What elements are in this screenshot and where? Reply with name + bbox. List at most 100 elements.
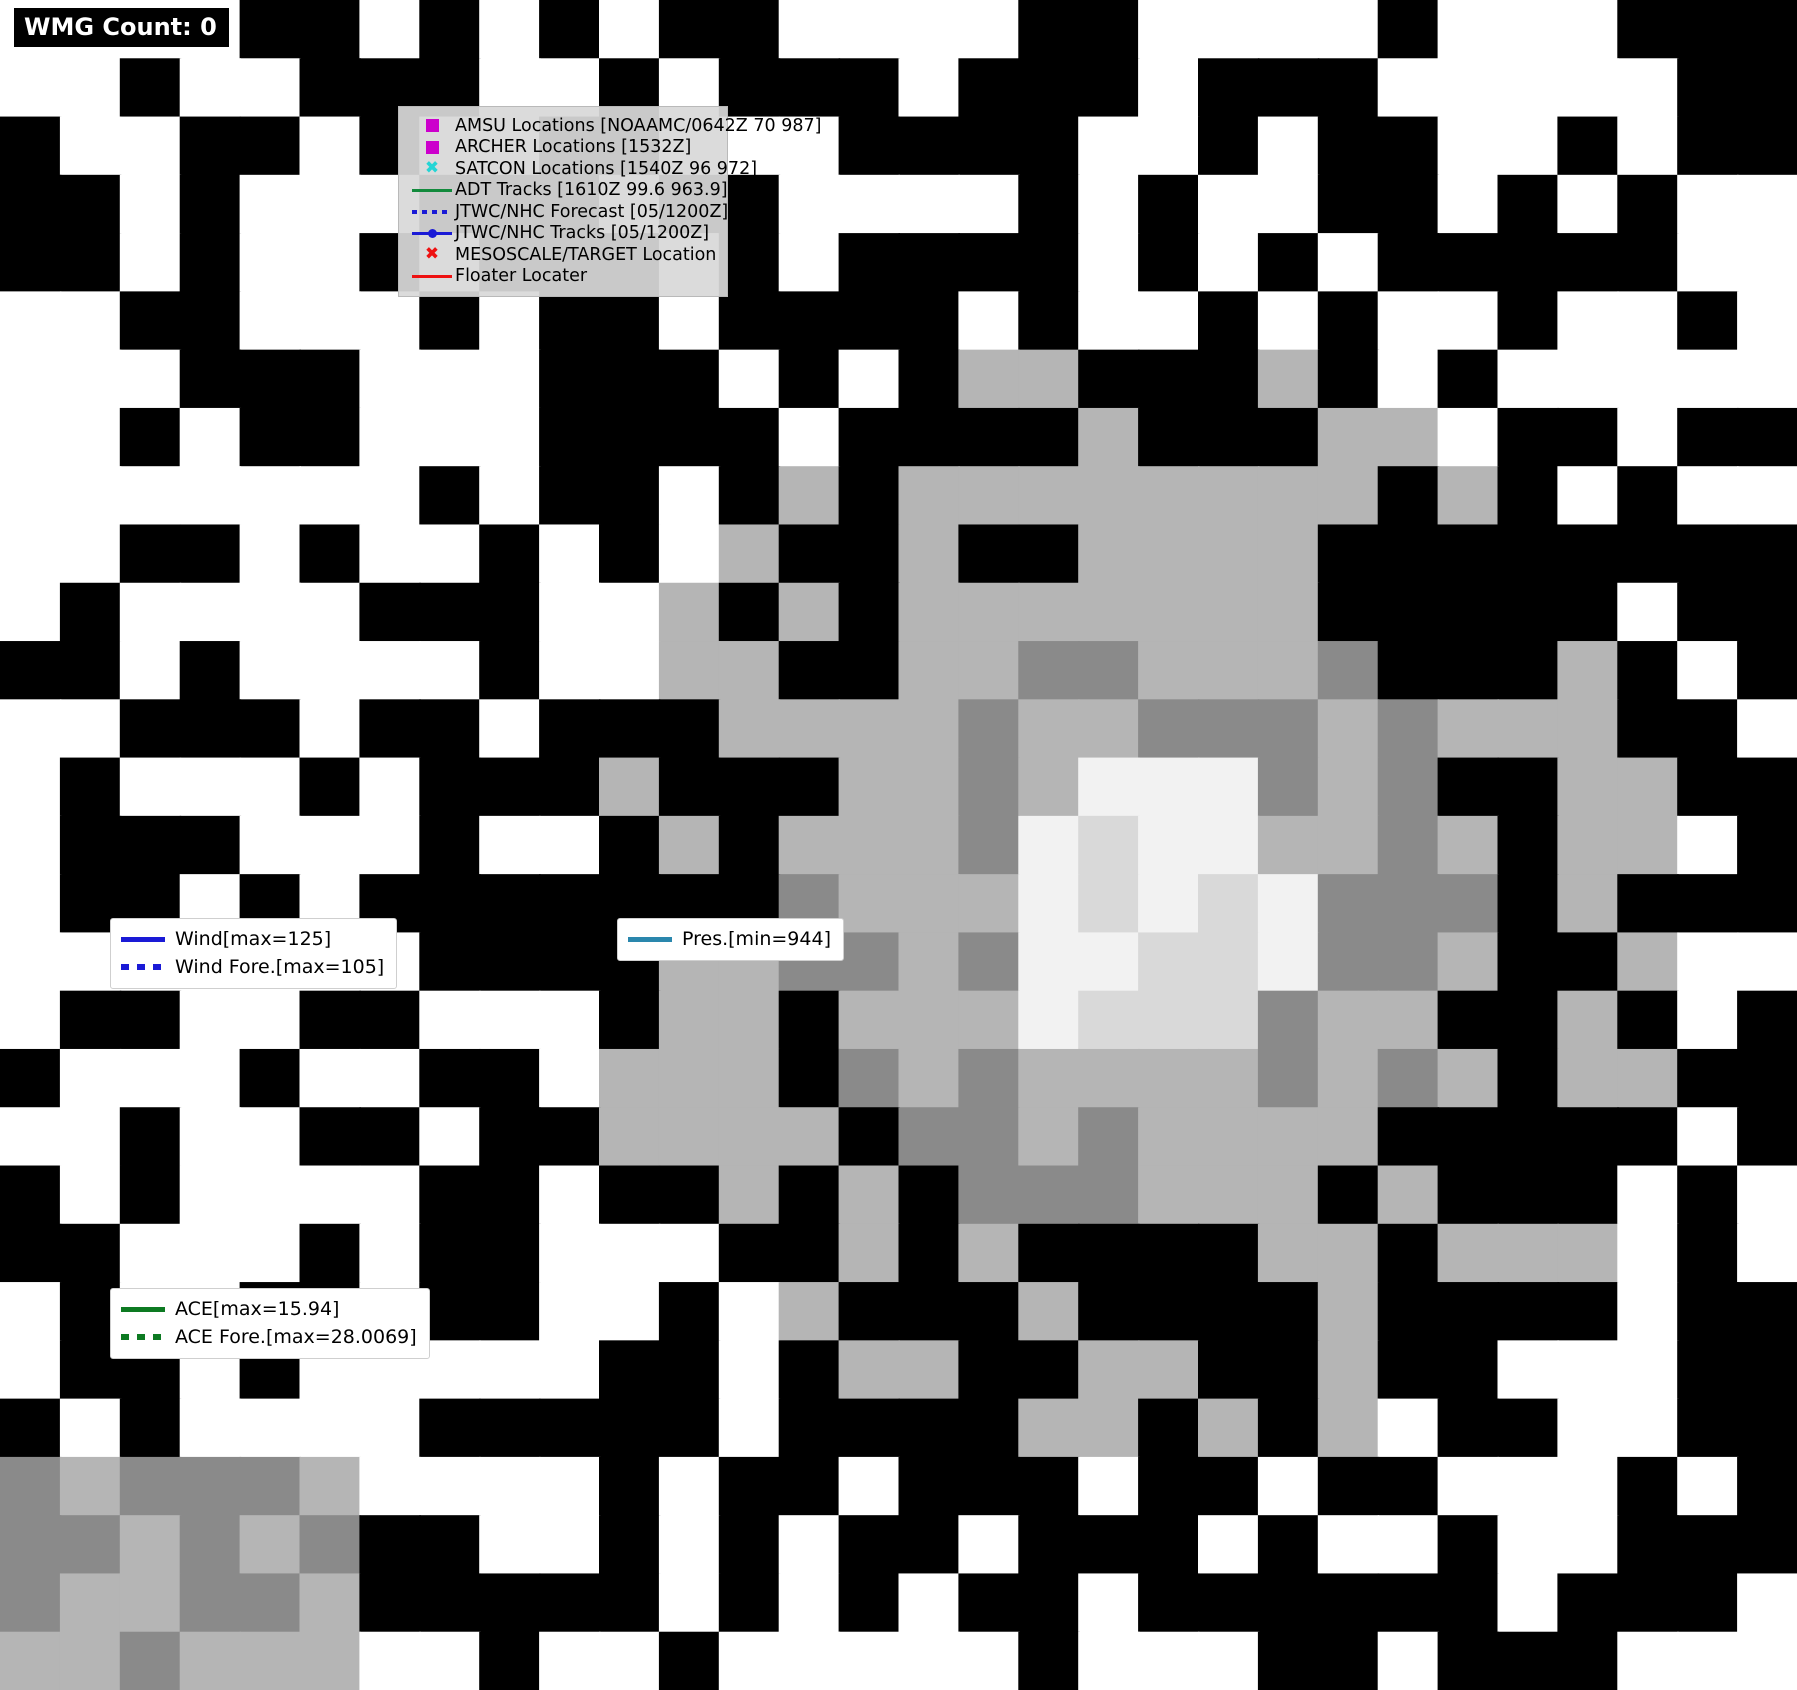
wmg-cell — [778, 1107, 841, 1167]
wmg-cell — [1677, 1515, 1739, 1575]
wmg-cell — [1677, 932, 1739, 993]
wmg-cell — [1497, 291, 1559, 352]
wmg-cell — [898, 1107, 960, 1167]
wmg-cell — [1257, 466, 1320, 526]
wmg-cell — [1198, 874, 1260, 934]
legend-item-adt[interactable]: ADT Tracks [1610Z 99.6 963.9] — [409, 180, 728, 202]
wmg-cell — [59, 582, 122, 643]
wmg-cell — [1018, 1282, 1080, 1342]
wmg-cell — [898, 407, 960, 468]
wmg-cell — [539, 1456, 601, 1517]
legend-item-pressure[interactable]: Pres.[min=944] — [628, 925, 831, 953]
wmg-cell — [1377, 582, 1440, 643]
ace-legend[interactable]: ACE[max=15.94] ACE Fore.[max=28.0069] — [110, 1288, 430, 1359]
wmg-cell — [1437, 932, 1499, 993]
wmg-cell — [0, 874, 62, 934]
wmg-cell — [1737, 641, 1797, 701]
wmg-cell — [718, 1107, 781, 1167]
legend-item-amsu[interactable]: AMSU Locations [NOAAMC/0642Z 70 987] — [409, 115, 821, 137]
wmg-cell — [179, 1631, 242, 1690]
wmg-cell — [359, 407, 421, 468]
wmg-cell — [1138, 815, 1200, 876]
legend-item-ace[interactable]: ACE[max=15.94] — [121, 1295, 417, 1323]
wmg-cell — [658, 641, 721, 701]
ir-legend[interactable]: AMSU Locations [NOAAMC/0642Z 70 987] ARC… — [398, 106, 821, 297]
wmg-cell — [1737, 1398, 1797, 1459]
wmg-cell — [299, 1048, 361, 1109]
wmg-cell — [1557, 1573, 1619, 1634]
wmg-cell — [1557, 0, 1619, 60]
wmg-cell — [239, 582, 301, 643]
legend-item-archer[interactable]: ARCHER Locations [1532Z] — [409, 137, 717, 159]
legend-item-wind[interactable]: Wind[max=125] — [121, 925, 384, 953]
wmg-cell — [1018, 932, 1080, 993]
wmg-cell — [838, 874, 900, 934]
wmg-cell — [1677, 1456, 1739, 1517]
wmg-cell — [539, 466, 601, 526]
wmg-cell — [778, 1573, 841, 1634]
wmg-cell — [179, 116, 242, 177]
wmg-cell — [838, 466, 900, 526]
wmg-count-badge: WMG Count: 0 — [14, 8, 229, 47]
wmg-cell — [419, 757, 481, 818]
wmg-cell — [1377, 233, 1440, 293]
wmg-cell — [599, 699, 661, 760]
wmg-cell — [1198, 757, 1260, 818]
legend-item-jtwc-tracks[interactable]: JTWC/NHC Tracks [05/1200Z] — [409, 223, 717, 245]
wmg-cell — [1198, 1456, 1260, 1517]
wmg-cell — [419, 1165, 481, 1226]
wmg-cell — [479, 407, 541, 468]
wmg-cell — [1078, 0, 1140, 60]
wmg-cell — [1617, 233, 1679, 293]
wmg-cell — [539, 1573, 601, 1634]
wmg-cell — [239, 291, 301, 352]
wmg-cell — [299, 407, 361, 468]
wmg-cell — [658, 815, 721, 876]
wind-legend[interactable]: Wind[max=125] Wind Fore.[max=105] — [110, 918, 398, 989]
wmg-cell — [1497, 0, 1559, 60]
wmg-cell — [958, 349, 1020, 410]
legend-item-jtwc-forecast[interactable]: JTWC/NHC Forecast [05/1200Z] — [409, 201, 728, 223]
pressure-legend[interactable]: Pres.[min=944] — [617, 918, 844, 961]
wmg-cell — [1257, 641, 1320, 701]
wmg-cell — [1257, 757, 1320, 818]
jtwc-forecast-dotted-icon — [409, 209, 455, 214]
wmg-cell — [179, 699, 242, 760]
wmg-cell — [958, 1340, 1020, 1401]
legend-item-satcon[interactable]: ✖ SATCON Locations [1540Z 96 972] — [409, 158, 757, 180]
wmg-cell — [1497, 524, 1559, 585]
wmg-cell — [419, 1398, 481, 1459]
wmg-cell — [239, 1631, 301, 1690]
legend-item-floater[interactable]: Floater Locater — [409, 266, 717, 288]
wmg-cell — [539, 349, 601, 410]
wmg-cell — [299, 1456, 361, 1517]
wmg-cell — [1557, 757, 1619, 818]
pressure-line-icon — [628, 936, 682, 942]
legend-item-ace-forecast[interactable]: ACE Fore.[max=28.0069] — [121, 1323, 417, 1351]
wmg-cell — [119, 1165, 182, 1226]
legend-item-wind-forecast[interactable]: Wind Fore.[max=105] — [121, 953, 384, 981]
legend-item-mesoscale[interactable]: ✖ MESOSCALE/TARGET Location — [409, 244, 717, 266]
wmg-cell — [1257, 990, 1320, 1051]
wmg-cell — [599, 349, 661, 410]
wmg-cell — [479, 757, 541, 818]
wmg-cell — [1557, 1165, 1619, 1226]
wmg-cell — [299, 582, 361, 643]
wmg-cell — [179, 1573, 242, 1634]
wmg-cell — [838, 233, 900, 293]
wmg-cell — [539, 932, 601, 993]
wmg-cell — [958, 582, 1020, 643]
wmg-cell — [179, 1165, 242, 1226]
wmg-cell — [958, 0, 1020, 60]
wmg-cell — [1198, 1340, 1260, 1401]
wmg-cell — [658, 1515, 721, 1575]
wmg-cell — [479, 699, 541, 760]
wmg-cell — [838, 349, 900, 410]
legend-label-archer: ARCHER Locations [1532Z] — [455, 137, 692, 158]
wmg-cell — [1138, 1340, 1200, 1401]
wmg-cell — [479, 874, 541, 934]
wmg-cell — [1497, 58, 1559, 119]
wmg-cell — [1437, 466, 1499, 526]
wmg-cell — [599, 815, 661, 876]
